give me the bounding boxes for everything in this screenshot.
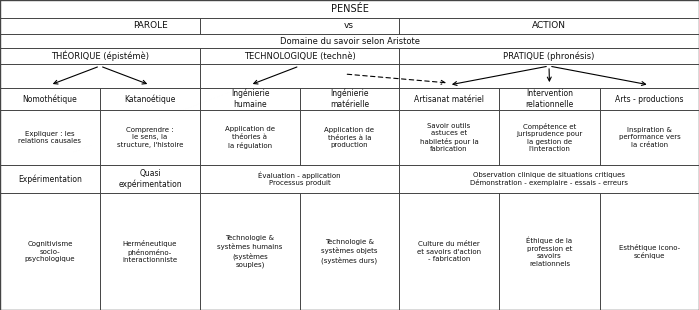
Text: Comprendre :
le sens, la
structure, l'histoire: Comprendre : le sens, la structure, l'hi… (117, 127, 183, 148)
Text: Inspiration &
performance vers
la création: Inspiration & performance vers la créati… (619, 127, 680, 148)
Text: Évaluation - application
Processus produit: Évaluation - application Processus produ… (258, 171, 341, 187)
Text: Compétence et
jurisprudence pour
la gestion de
l'interaction: Compétence et jurisprudence pour la gest… (517, 123, 583, 152)
Text: Technologie &
systèmes humains
(systèmes
souples): Technologie & systèmes humains (systèmes… (217, 236, 282, 268)
Text: Application de
théories à la
production: Application de théories à la production (324, 127, 375, 148)
Text: PENSÉE: PENSÉE (331, 4, 368, 14)
Text: Expliquer : les
relations causales: Expliquer : les relations causales (18, 131, 82, 144)
Text: Quasi
expérimentation: Quasi expérimentation (118, 169, 182, 189)
Text: Application de
théories à
la régulation: Application de théories à la régulation (225, 126, 275, 149)
Text: Éthique de la
profession et
savoirs
relationnels: Éthique de la profession et savoirs rela… (526, 237, 572, 267)
Text: PRATIQUE (phronésis): PRATIQUE (phronésis) (503, 51, 595, 61)
Text: PAROLE: PAROLE (133, 21, 167, 30)
Text: Cognitivisme
socio-
psychologique: Cognitivisme socio- psychologique (24, 241, 75, 262)
Text: Ingénierie
humaine: Ingénierie humaine (231, 89, 269, 109)
Text: ACTION: ACTION (532, 21, 566, 30)
Text: Expérimentation: Expérimentation (18, 174, 82, 184)
Text: Savoir outils
astuces et
habiletés pour la
fabrication: Savoir outils astuces et habiletés pour … (419, 122, 478, 153)
Text: Artisanat matériel: Artisanat matériel (414, 95, 484, 104)
Text: Herméneutique
phénoméno-
interactionniste: Herméneutique phénoméno- interactionnist… (122, 240, 178, 263)
Text: Arts - productions: Arts - productions (615, 95, 684, 104)
Text: THÉORIQUE (épistémè): THÉORIQUE (épistémè) (51, 51, 149, 61)
Text: Culture du métier
et savoirs d'action
- fabrication: Culture du métier et savoirs d'action - … (417, 241, 481, 262)
Text: Intervention
relationnelle: Intervention relationnelle (526, 89, 574, 109)
Text: Esthétique icono-
scénique: Esthétique icono- scénique (619, 244, 680, 259)
Text: Technologie &
systèmes objets
(systèmes durs): Technologie & systèmes objets (systèmes … (322, 239, 377, 264)
Text: Ingénierie
matérielle: Ingénierie matérielle (330, 89, 369, 109)
Text: Nomothétique: Nomothétique (22, 94, 78, 104)
Text: Domaine du savoir selon Aristote: Domaine du savoir selon Aristote (280, 37, 419, 46)
Text: vs: vs (344, 21, 354, 30)
Text: Katanoétique: Katanoétique (124, 94, 175, 104)
Text: TECHNOLOGIQUE (technè): TECHNOLOGIQUE (technè) (244, 51, 355, 60)
Text: Observation clinique de situations critiques
Démonstration - exemplaire - essais: Observation clinique de situations criti… (470, 172, 628, 186)
